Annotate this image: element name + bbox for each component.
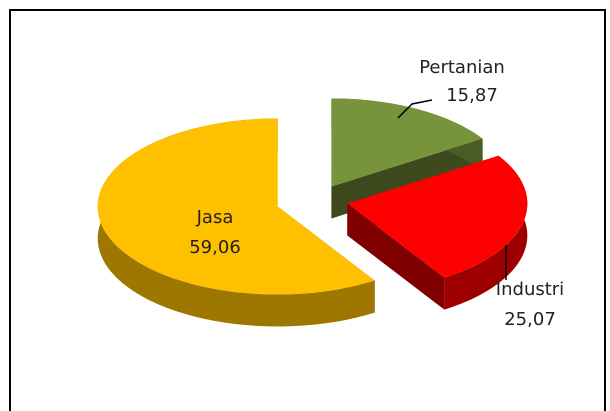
slice-side	[97, 118, 375, 327]
slice-label: Jasa	[196, 207, 234, 228]
slice-label: Pertanian	[419, 57, 505, 78]
slice-top	[347, 155, 528, 278]
leader-line	[397, 99, 433, 119]
slice-top	[331, 98, 483, 187]
slice-value-label: 15,87	[446, 85, 498, 106]
slice-label: Industri	[496, 279, 564, 300]
slice-radial-face	[347, 203, 445, 310]
slice-top	[97, 118, 375, 295]
slice-value-label: 59,06	[189, 237, 241, 258]
slice-value-label: 25,07	[504, 309, 556, 330]
pie-slice	[97, 118, 375, 327]
